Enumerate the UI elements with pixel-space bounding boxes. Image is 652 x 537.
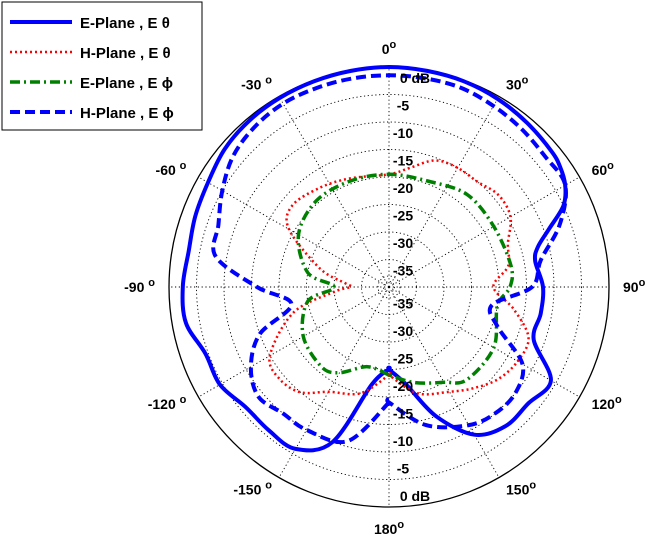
angle-tick-label: -120 o (148, 394, 187, 412)
grid-ring (278, 176, 500, 398)
radial-tick-label: -10 (393, 433, 413, 449)
angle-tick-label: 0o (382, 39, 397, 57)
radial-tick-label: -20 (393, 180, 413, 196)
radial-tick-label: -20 (393, 378, 413, 394)
legend-label-1: E-Plane , E θ (80, 15, 170, 32)
grid-spoke (278, 96, 390, 288)
grid-ring (223, 121, 555, 453)
radial-tick-labels: 0 dB 0 dB -5 -5 -10 -10 -15 -15 -20 -20 -25 -25 -30 -… (393, 70, 430, 504)
series-line-3 (296, 172, 515, 385)
grid-spoke (388, 96, 500, 288)
legend: E-Plane , E θ H-Plane , E θ E-Plane , E ϕ H… (1, 1, 203, 131)
grid-spoke (198, 176, 390, 288)
angle-tick-label: 90o (623, 277, 646, 295)
radial-tick-label: -30 (393, 235, 413, 251)
legend-label-2: H-Plane , E θ (80, 45, 171, 62)
radial-tick-label: -5 (397, 98, 410, 114)
grid-spoke (388, 286, 580, 398)
radial-tick-label: -30 (393, 323, 413, 339)
series-layer (180, 65, 568, 453)
radial-tick-label: -35 (393, 263, 413, 279)
radial-tick-label: 0 dB (400, 488, 430, 504)
radial-tick-label: 0 dB (400, 70, 430, 86)
angle-tick-label: -90 o (124, 277, 155, 295)
radial-tick-label: -15 (393, 406, 413, 422)
radial-tick-label: -25 (393, 351, 413, 367)
angle-tick-labels: 0o 30o 60o 90o 120o 150o 180o -150 o -120 o -90 o… (124, 39, 645, 537)
grid-spoke (278, 286, 390, 478)
grid-ring (383, 281, 395, 293)
angle-tick-label: 120o (592, 394, 622, 412)
grid-spoke (388, 176, 580, 288)
radial-tick-label: -25 (393, 208, 413, 224)
grid-ring (196, 94, 582, 480)
series-line-2 (268, 159, 530, 396)
angle-tick-label: -30 o (241, 74, 272, 92)
radial-tick-label: -10 (393, 125, 413, 141)
series-line-4 (211, 73, 568, 445)
angle-tick-label: 30o (506, 74, 529, 92)
angle-tick-label: -150 o (233, 480, 272, 498)
radial-tick-label: -35 (393, 296, 413, 312)
legend-label-4: H-Plane , E ϕ (80, 105, 174, 122)
grid-ring (377, 275, 401, 299)
angle-tick-label: 180o (374, 519, 404, 537)
radial-tick-label: -5 (397, 461, 410, 477)
grid-spoke (198, 286, 390, 398)
angle-tick-label: 60o (592, 160, 615, 178)
angle-tick-label: 150o (506, 480, 536, 498)
legend-label-3: E-Plane , E ϕ (80, 75, 173, 92)
series-line-1 (180, 65, 568, 453)
angle-tick-label: -60 o (156, 160, 187, 178)
grid-spoke (388, 286, 500, 478)
radial-tick-label: -15 (393, 153, 413, 169)
grid-ring (333, 231, 445, 343)
